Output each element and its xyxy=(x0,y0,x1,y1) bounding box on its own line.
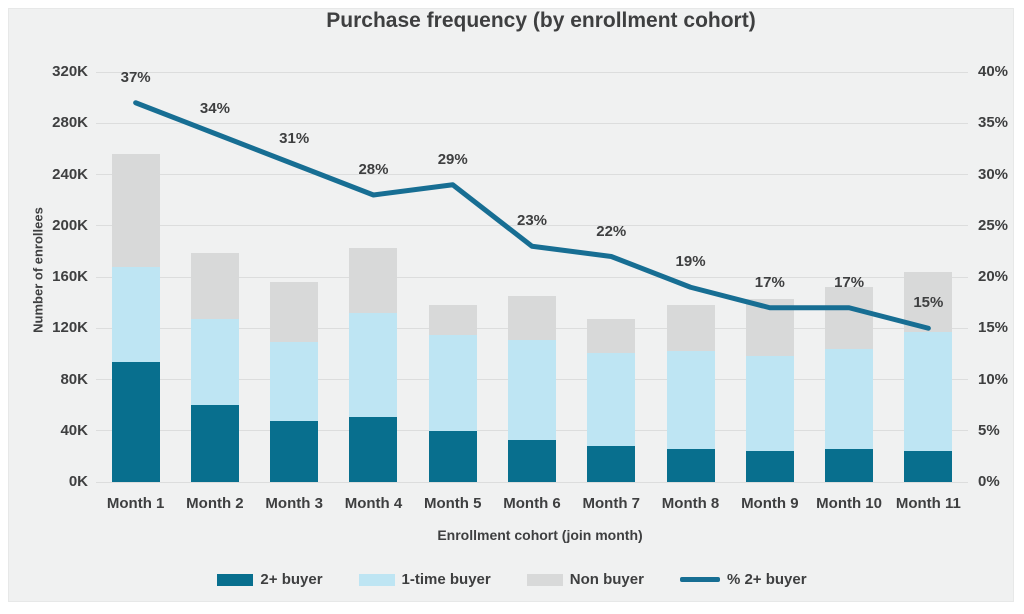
chart-title: Purchase frequency (by enrollment cohort… xyxy=(326,9,756,32)
bar-segment-non-buyer xyxy=(190,252,239,320)
bar-segment-1time-buyer xyxy=(587,352,636,447)
y-axis-left-tick-label: 200K xyxy=(52,216,88,234)
bar-segment-2plus-buyer xyxy=(745,451,794,482)
gridline xyxy=(96,122,968,124)
y-axis-right-tick-label: 5% xyxy=(978,421,1000,439)
bar-segment-1time-buyer xyxy=(190,319,239,406)
legend-item-pct-2plus-buyer: % 2+ buyer xyxy=(679,571,807,588)
y-axis-right-tick-label: 40% xyxy=(978,63,1009,80)
bar-segment-non-buyer xyxy=(111,154,160,267)
bar-segment-1time-buyer xyxy=(508,339,556,440)
y-axis-left-tick-label: 40K xyxy=(60,421,88,439)
x-axis-category-label: Month 1 xyxy=(106,495,165,512)
gridline xyxy=(96,481,968,483)
bar-segment-2plus-buyer xyxy=(587,446,636,482)
y-axis-left-tick-label: 320K xyxy=(52,63,88,80)
bar-segment-non-buyer xyxy=(508,296,556,340)
bar-segment-1time-buyer xyxy=(904,332,953,452)
bar-segment-2plus-buyer xyxy=(666,448,715,482)
legend-label: % 2+ buyer xyxy=(726,571,807,588)
bar-segment-1time-buyer xyxy=(111,266,160,362)
x-axis-title: Enrollment cohort (join month) xyxy=(437,527,643,543)
line-data-label: 23% xyxy=(516,212,548,230)
y-axis-left-tick-label: 160K xyxy=(52,268,88,285)
y-axis-right-tick-label: 0% xyxy=(978,473,1000,490)
y-axis-left-tick-label: 0K xyxy=(68,473,88,490)
x-axis-category-label: Month 2 xyxy=(186,495,244,512)
legend-item-1time-buyer: 1-time buyer xyxy=(358,571,491,588)
bar-segment-2plus-buyer xyxy=(111,361,160,482)
bar-segment-1time-buyer xyxy=(745,356,794,452)
legend-swatch-1time-buyer xyxy=(358,573,395,586)
line-data-label: 34% xyxy=(199,99,230,117)
bar-segment-2plus-buyer xyxy=(904,451,953,482)
legend: 2+ buyer 1-time buyer Non buyer % 2+ buy… xyxy=(0,571,1024,588)
legend-swatch-pct-line xyxy=(679,577,720,582)
gridline xyxy=(96,71,968,73)
y-axis-right-tick-label: 15% xyxy=(978,319,1009,337)
bar-segment-2plus-buyer xyxy=(508,439,556,482)
legend-swatch-2plus-buyer xyxy=(217,573,254,586)
line-data-label: 28% xyxy=(358,161,389,178)
y-axis-right-tick-label: 20% xyxy=(978,268,1009,285)
bar-segment-2plus-buyer xyxy=(428,430,477,482)
y-axis-left-tick-label: 240K xyxy=(52,165,88,183)
line-data-label: 29% xyxy=(437,150,468,168)
x-axis-category-label: Month 11 xyxy=(895,495,961,512)
legend-item-2plus-buyer: 2+ buyer xyxy=(217,571,323,588)
gridline xyxy=(96,174,968,175)
line-data-label: 17% xyxy=(754,273,785,291)
bar-segment-non-buyer xyxy=(428,305,477,335)
y-axis-left-tick-label: 80K xyxy=(60,370,88,388)
x-axis-category-label: Month 5 xyxy=(423,495,482,512)
bar-segment-1time-buyer xyxy=(825,348,874,449)
gridline xyxy=(96,225,968,227)
bar-segment-non-buyer xyxy=(666,305,715,352)
line-data-label: 17% xyxy=(834,273,865,291)
legend-swatch-non-buyer xyxy=(526,573,563,586)
x-axis-category-label: Month 9 xyxy=(741,495,799,512)
bar-segment-1time-buyer xyxy=(270,342,319,421)
x-axis-category-label: Month 10 xyxy=(816,495,882,512)
y-axis-right-tick-label: 25% xyxy=(978,216,1009,234)
x-axis-category-label: Month 4 xyxy=(344,495,403,512)
y-axis-left-tick-label: 280K xyxy=(52,114,88,132)
bar-segment-2plus-buyer xyxy=(190,405,239,482)
legend-item-non-buyer: Non buyer xyxy=(526,571,644,588)
legend-label: Non buyer xyxy=(569,571,644,588)
line-data-label: 15% xyxy=(913,294,944,312)
legend-label: 2+ buyer xyxy=(260,571,323,588)
gridline xyxy=(96,276,968,278)
line-data-label: 37% xyxy=(120,68,151,86)
line-data-label: 19% xyxy=(675,253,706,271)
x-axis-category-label: Month 6 xyxy=(503,495,561,512)
bar-segment-1time-buyer xyxy=(428,334,477,431)
bar-segment-1time-buyer xyxy=(666,351,715,449)
y-axis-right-tick-label: 35% xyxy=(978,114,1009,132)
y-axis-left-tick-label: 120K xyxy=(52,319,88,337)
y-axis-right-tick-label: 30% xyxy=(978,165,1009,183)
bar-segment-non-buyer xyxy=(825,287,874,349)
bar-segment-1time-buyer xyxy=(349,312,398,417)
bar-segment-2plus-buyer xyxy=(349,416,398,482)
bar-segment-2plus-buyer xyxy=(270,420,319,482)
x-axis-category-label: Month 3 xyxy=(265,495,323,512)
line-data-label: 22% xyxy=(596,222,627,240)
bar-segment-non-buyer xyxy=(349,247,398,313)
bar-segment-non-buyer xyxy=(270,282,319,343)
x-axis-category-label: Month 7 xyxy=(582,495,641,512)
x-axis-category-label: Month 8 xyxy=(661,495,720,512)
line-data-label: 31% xyxy=(279,130,310,148)
bar-segment-non-buyer xyxy=(587,319,636,353)
bar-segment-2plus-buyer xyxy=(825,448,874,482)
y-axis-right-tick-label: 10% xyxy=(978,370,1009,388)
legend-label: 1-time buyer xyxy=(401,571,491,588)
